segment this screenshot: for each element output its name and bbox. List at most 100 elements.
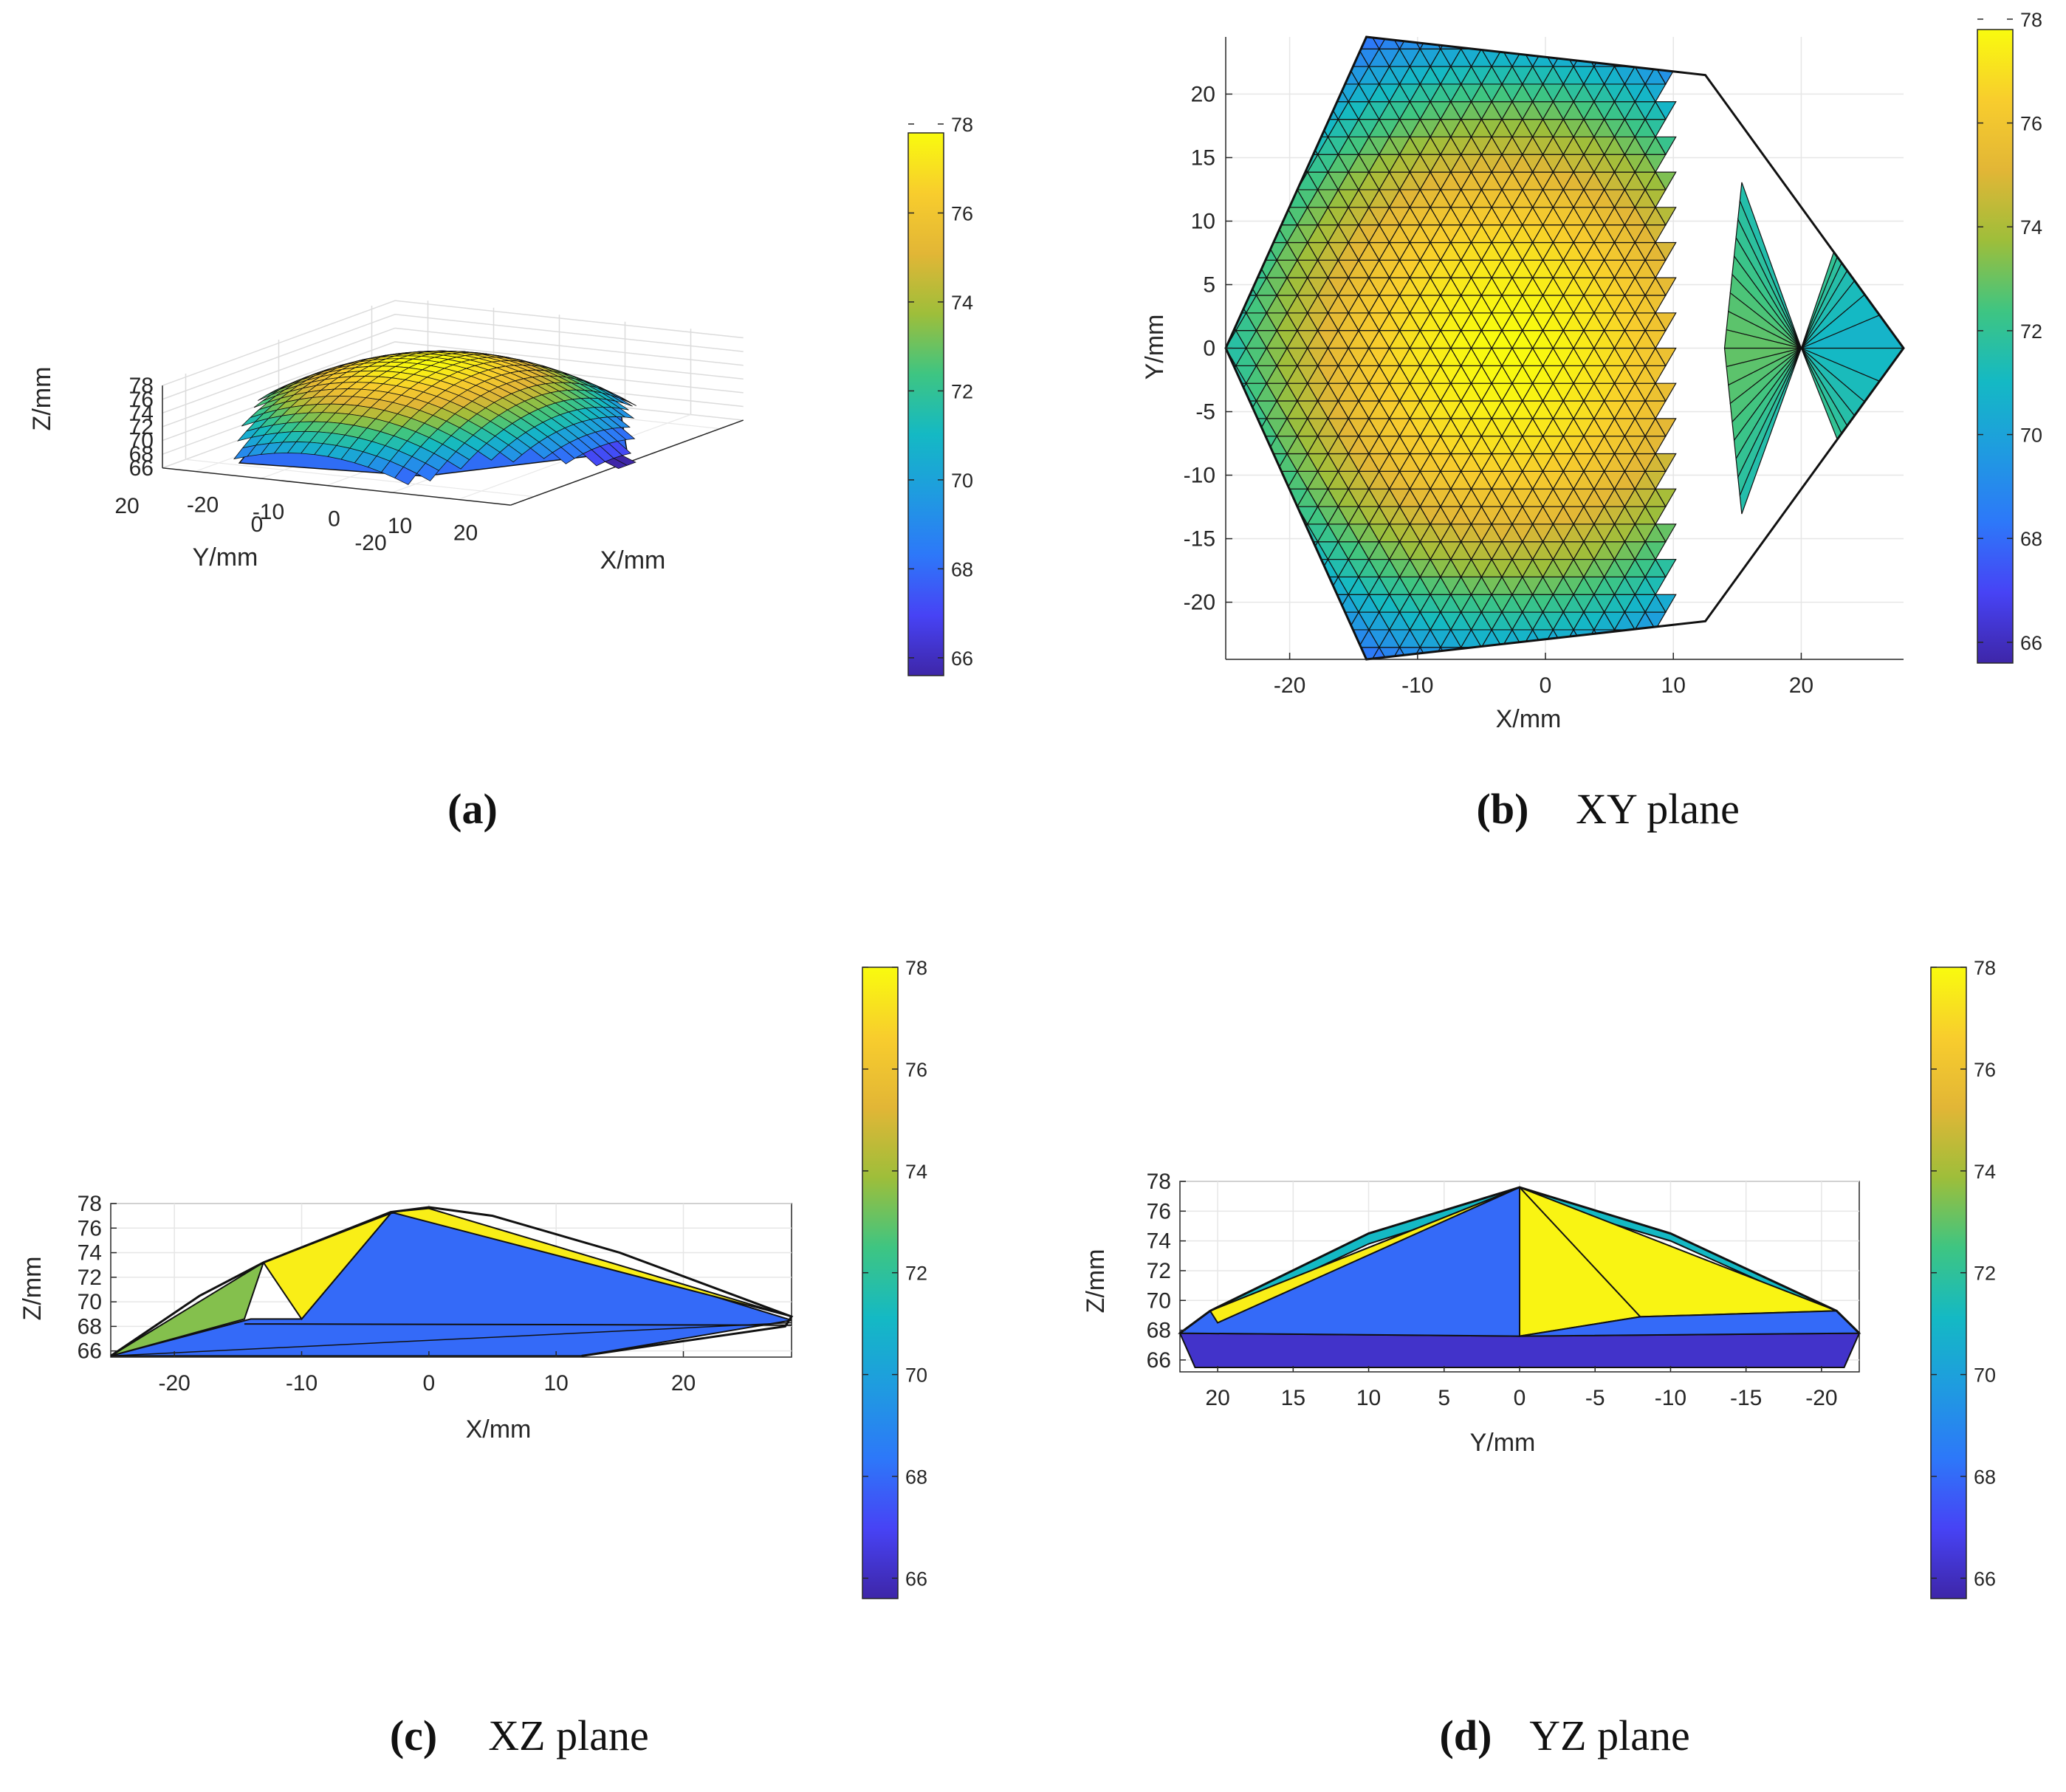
z-tick-label: 72 [129,415,154,439]
x-tick-label: -10 [1655,1386,1686,1410]
mesh-triangle [1154,436,1175,454]
mesh-triangle [1644,48,1667,68]
mesh-triangle [1103,260,1124,278]
mesh-triangle [1144,489,1164,507]
mesh-triangle [1235,136,1257,155]
mesh-triangle [980,313,1001,331]
mesh-triangle [1021,190,1042,207]
mesh-triangle [1042,560,1063,577]
y-tick-label: -10 [1184,464,1215,488]
surface-quad [499,444,523,463]
mesh-triangle [1133,120,1154,137]
mesh-triangle [1032,190,1052,207]
colorbar-tick-label: 78 [951,114,973,136]
mesh-triangle [1123,594,1144,612]
mesh-triangle [1011,577,1032,594]
mesh-triangle [980,401,1001,419]
mesh-triangle [1032,14,1052,32]
mesh-triangle [1235,259,1257,279]
mesh-triangle [1113,242,1134,260]
mesh-triangle [1042,489,1063,507]
mesh-triangle [1093,313,1113,331]
mesh-triangle [1093,102,1113,120]
mesh-triangle [1133,612,1154,630]
mesh-triangle [1185,31,1206,49]
grid-line [162,327,744,414]
mesh-triangle [1296,594,1319,613]
mesh-triangle [1062,172,1082,190]
mesh-triangle [1032,454,1052,472]
mesh-triangle [1613,646,1636,659]
mesh-triangle [1133,648,1154,665]
x-tick-label: 20 [671,1371,696,1396]
colorbar-tick-label: 74 [951,292,973,314]
mesh-triangle [1001,489,1021,507]
mesh-triangle [1164,577,1185,594]
mesh-triangle [1306,48,1329,67]
mesh-triangle [1634,646,1657,659]
mesh-triangle [1461,14,1482,32]
y-tick-label: 68 [1147,1319,1171,1343]
mesh-triangle [980,260,1001,278]
mesh-triangle [908,31,929,49]
mesh-triangle [950,66,970,84]
mesh-triangle [1175,295,1195,313]
mesh-triangle [1327,48,1350,67]
mesh-triangle [1654,523,1677,543]
mesh-triangle [1093,577,1113,594]
mesh-triangle [1255,488,1278,507]
mesh-triangle [1001,507,1021,524]
x-tick-label: 0 [422,1371,435,1396]
mesh-triangle [888,542,909,560]
mesh-triangle [1175,14,1195,32]
mesh-triangle [1296,611,1319,631]
mesh-triangle [990,84,1011,102]
mesh-triangle [868,172,888,190]
mesh-triangle [1082,49,1103,66]
mesh-triangle [1491,646,1514,659]
mesh-triangle [1072,154,1093,172]
mesh-triangle [1573,48,1595,67]
x-tick-label: -20 [158,1371,190,1396]
mesh-triangle [857,471,878,489]
mesh-triangle [1123,630,1144,648]
mesh-triangle [1266,118,1288,138]
mesh-triangle [950,524,970,542]
mesh-triangle [980,66,1001,84]
mesh-triangle [1093,190,1113,207]
surface-outline [110,1206,794,1357]
mesh-triangle [1226,14,1246,32]
mesh-triangle [1175,66,1195,84]
mesh-triangle [878,66,899,84]
mesh-triangle [1296,576,1319,596]
mesh-triangle [1123,172,1144,190]
mesh-triangle [1133,542,1154,560]
mesh-triangle [1594,14,1615,32]
mesh-triangle [888,383,909,401]
grid-line [162,341,744,428]
grid-line [162,313,744,400]
mesh-triangle [1144,630,1164,648]
mesh-triangle [1051,594,1072,612]
mesh-triangle [1654,241,1677,261]
mesh-triangle [888,594,909,612]
mesh-triangle [1062,507,1082,524]
mesh-triangle [908,49,929,66]
mesh-triangle [1042,172,1063,190]
mesh-triangle [1277,14,1297,32]
mesh-triangle [1245,224,1268,244]
mesh-triangle [1001,84,1021,102]
mesh-triangle [1133,401,1154,419]
mesh-triangle [857,365,878,383]
colorbar-tick-label: 70 [2020,425,2042,447]
mesh-triangle [1032,260,1052,278]
mesh-triangle [960,612,981,630]
mesh-triangle [1144,648,1164,665]
mesh-triangle [1133,419,1154,436]
mesh-triangle [878,31,899,49]
mesh-triangle [1195,507,1215,524]
mesh-triangle [1226,118,1247,138]
mesh-triangle [888,612,909,630]
mesh-triangle [990,349,1011,366]
mesh-triangle [1144,190,1164,207]
